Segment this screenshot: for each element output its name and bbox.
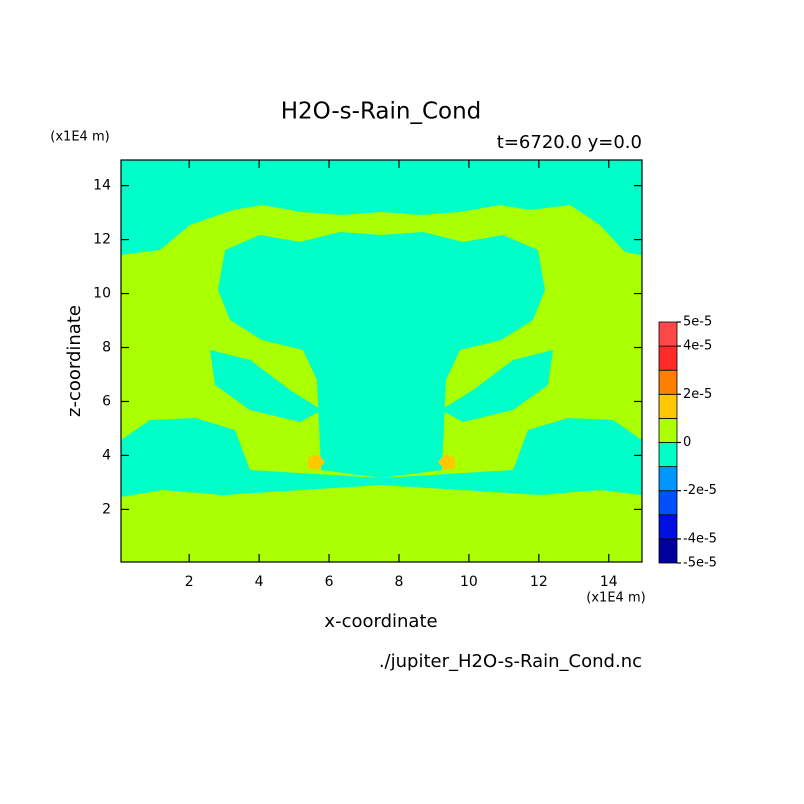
x-tick-label: 10 — [460, 574, 478, 590]
y-unit: (x1E4 m) — [50, 130, 109, 145]
y-tick-label: 6 — [102, 393, 111, 409]
colorbar-label: -2e-5 — [683, 483, 717, 498]
source-file: ./jupiter_H2O-s-Rain_Cond.nc — [379, 651, 642, 672]
y-axis-label: z-coordinate — [64, 305, 85, 417]
colorbar-segment — [658, 490, 678, 516]
y-tick-label: 12 — [93, 232, 111, 248]
plot-frame — [120, 159, 643, 563]
colorbar-segment — [658, 514, 678, 540]
field-region — [210, 350, 322, 422]
y-tick-label: 8 — [102, 340, 111, 356]
field — [121, 160, 642, 562]
colorbar-segment — [658, 466, 678, 492]
colorbar-segment — [658, 417, 678, 443]
colorbar-segment — [658, 369, 678, 395]
colorbar-label: 4e-5 — [683, 339, 712, 354]
colorbar-segment — [658, 538, 678, 564]
y-tick-label: 14 — [93, 178, 111, 194]
field-region — [121, 418, 642, 497]
colorbar-segment — [658, 345, 678, 371]
field-region — [121, 160, 642, 255]
colorbar-label: 0 — [683, 435, 691, 450]
field-region — [308, 454, 325, 470]
y-tick-label: 10 — [93, 286, 111, 302]
colorbar-label: 2e-5 — [683, 387, 712, 402]
y-tick-label: 2 — [102, 501, 111, 517]
colorbar-label: 5e-5 — [683, 315, 712, 330]
x-axis-label: x-coordinate — [324, 611, 437, 632]
field-region — [218, 232, 545, 478]
colorbar-label: -4e-5 — [683, 531, 717, 546]
colorbar-segment — [658, 442, 678, 468]
x-tick-label: 12 — [530, 574, 548, 590]
chart-title: H2O-s-Rain_Cond — [281, 99, 482, 125]
x-tick-label: 14 — [600, 574, 618, 590]
field-region — [441, 350, 553, 422]
x-unit: (x1E4 m) — [586, 591, 645, 606]
field-region — [438, 454, 455, 470]
x-tick-label: 6 — [325, 574, 334, 590]
x-tick-label: 2 — [185, 574, 194, 590]
x-tick-label: 4 — [255, 574, 264, 590]
y-tick-label: 4 — [102, 447, 111, 463]
colorbar-label: -5e-5 — [683, 556, 717, 571]
subtitle: t=6720.0 y=0.0 — [497, 132, 642, 153]
colorbar-segment — [658, 321, 678, 347]
colorbar-segment — [658, 393, 678, 419]
x-tick-label: 8 — [395, 574, 404, 590]
